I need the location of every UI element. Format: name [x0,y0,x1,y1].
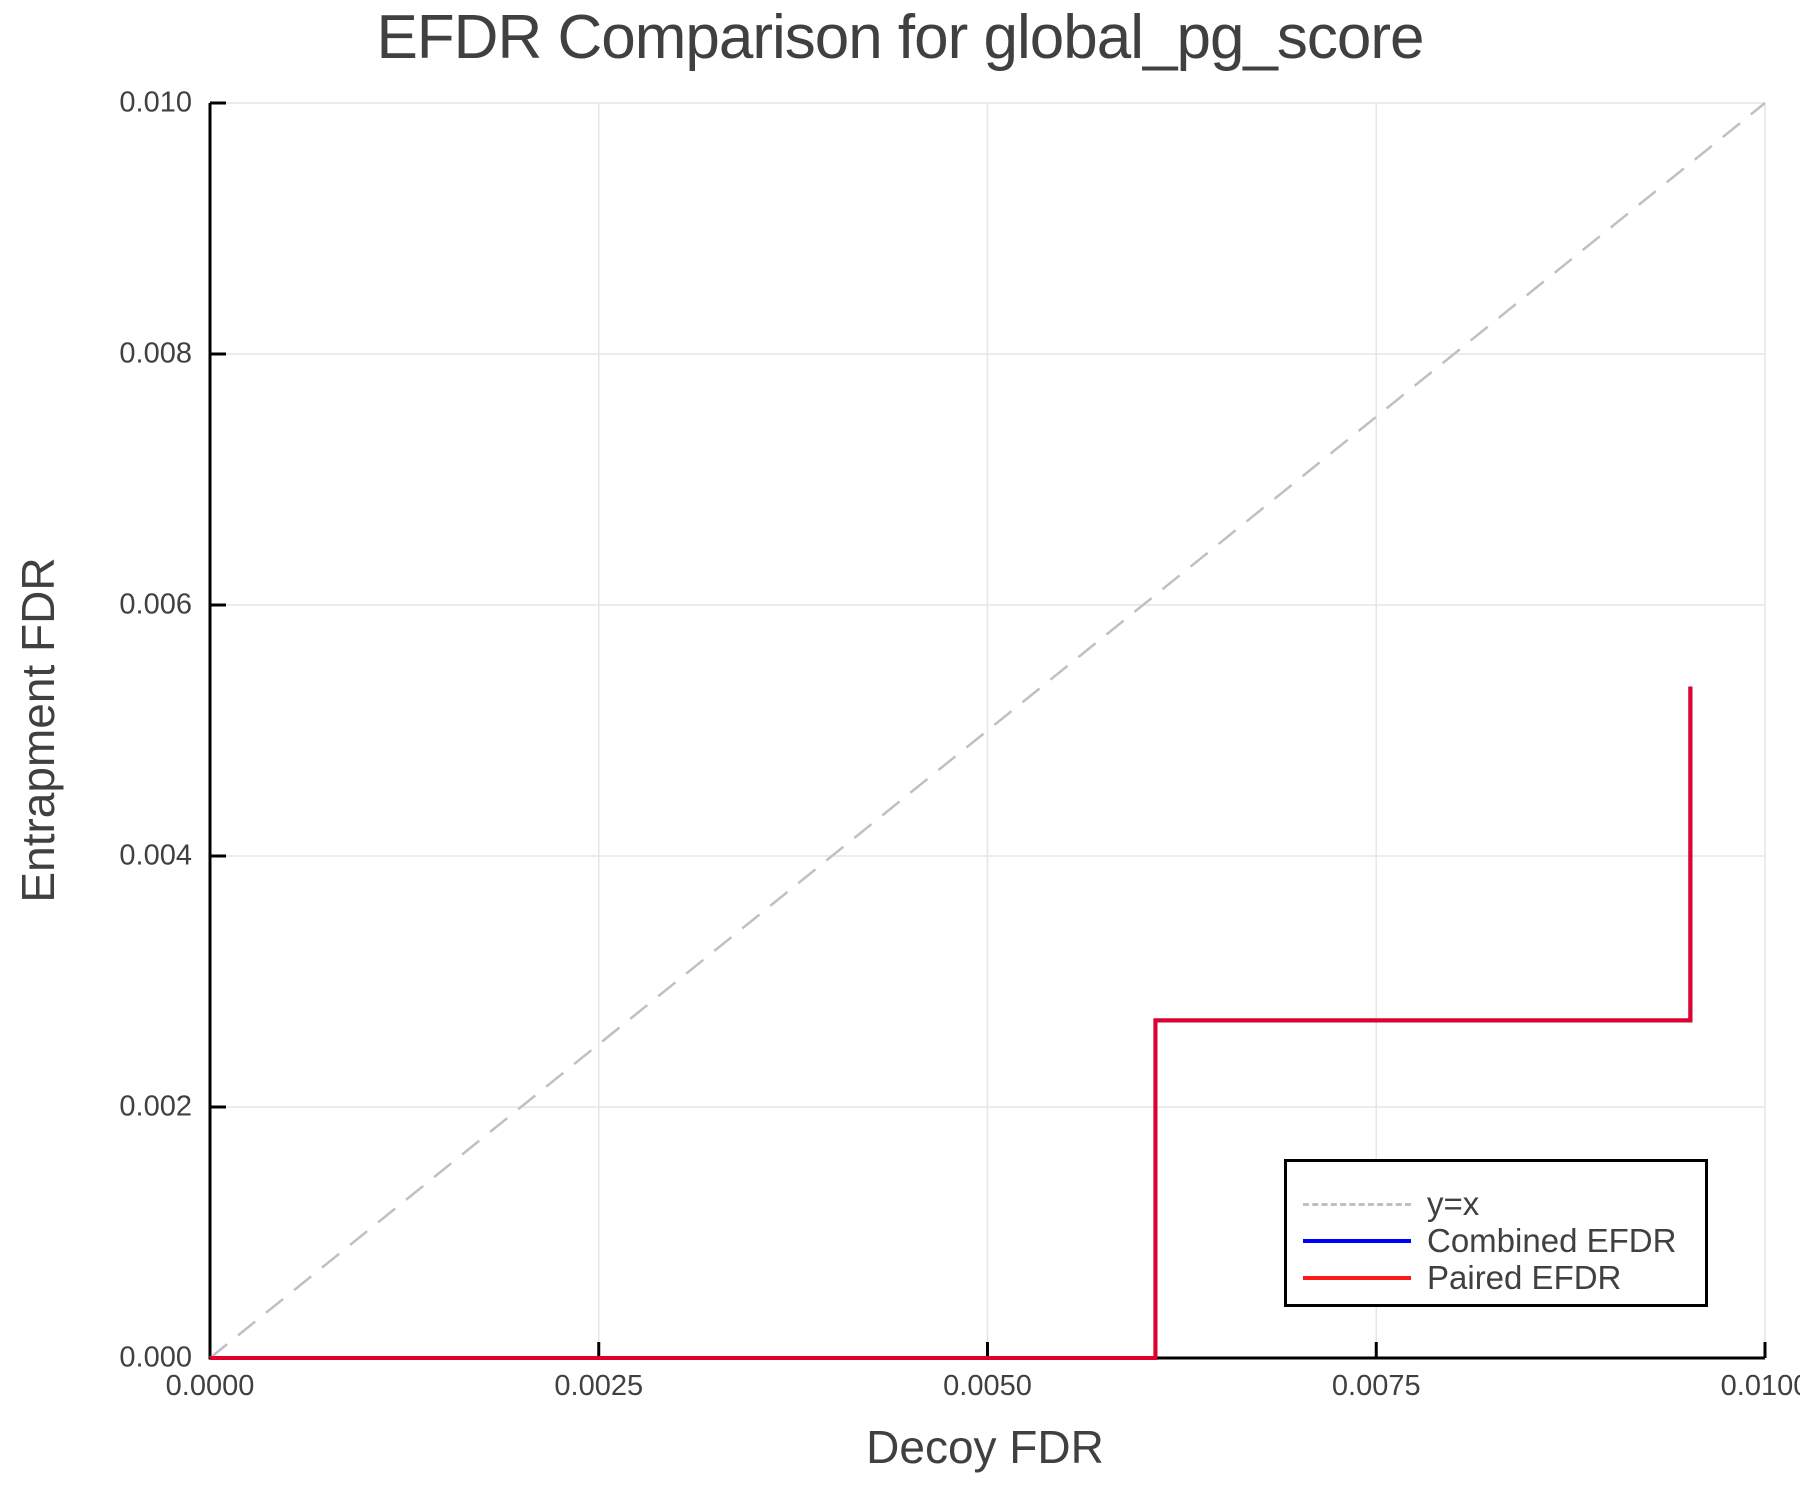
dashed-line-icon [1303,1202,1411,1206]
legend-label: Paired EFDR [1427,1259,1622,1296]
x-tick-label: 0.0050 [943,1370,1032,1402]
legend-item-identity: y=x [1303,1185,1480,1222]
y-tick-label: 0.008 [119,337,192,370]
y-tick-label: 0.006 [119,588,192,621]
series-y-x [209,102,1766,1359]
legend-item-paired: Paired EFDR [1303,1259,1622,1296]
x-tick-label: 0.0000 [165,1370,255,1402]
chart-title: EFDR Comparison for global_pg_score [376,3,1424,72]
legend-item-combined: Combined EFDR [1303,1222,1677,1259]
blue-line-icon [1303,1239,1411,1243]
y-tick-label: 0.000 [119,1341,192,1374]
legend-label: Combined EFDR [1427,1222,1677,1259]
y-tick-label: 0.002 [119,1090,192,1123]
legend: y=x Combined EFDR Paired EFDR [1284,1159,1708,1307]
y-tick-label: 0.010 [119,86,192,119]
x-tick-label: 0.0075 [1331,1370,1421,1402]
y-tick-label: 0.004 [119,839,192,872]
data-series [209,102,1766,1360]
series-paired-efdr [210,686,1693,1360]
x-axis-label: Decoy FDR [866,1421,1104,1473]
red-line-icon [1303,1276,1411,1280]
x-tick-label: 0.0025 [554,1370,644,1402]
legend-label: y=x [1427,1185,1480,1222]
